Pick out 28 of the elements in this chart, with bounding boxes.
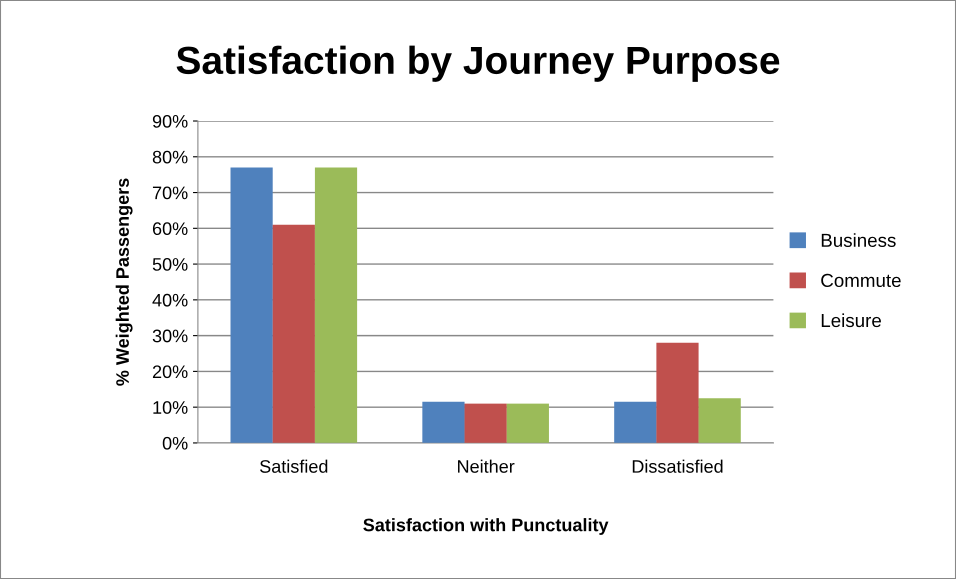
legend-label: Business	[822, 233, 896, 247]
bar	[230, 168, 273, 443]
y-tick-label: 10%	[153, 401, 188, 414]
y-tick-label: 50%	[152, 258, 188, 271]
x-tick-label: Neither	[458, 460, 514, 473]
y-tick-label: 90%	[152, 114, 188, 128]
y-tick-label: 30%	[152, 330, 188, 342]
bar	[698, 398, 741, 443]
bar	[464, 404, 507, 443]
y-tick-label: 60%	[152, 222, 188, 236]
chart-title: Satisfaction by Journey Purpose	[176, 46, 780, 82]
y-tick-label: 80%	[152, 150, 188, 164]
legend-label: Leisure	[822, 313, 881, 328]
bar	[506, 404, 549, 443]
y-tick-label: 70%	[152, 186, 188, 200]
bar	[272, 224, 315, 443]
y-tick-label: 40%	[152, 294, 188, 307]
y-tick-label: 20%	[152, 365, 188, 378]
legend-label: Commute	[821, 274, 901, 288]
x-axis-title: Satisfaction with Punctuality	[363, 518, 608, 535]
bar	[422, 402, 465, 443]
y-tick-label: 0%	[162, 436, 188, 450]
y-axis-title: % Weighted Passengers	[116, 178, 133, 386]
bar	[614, 402, 656, 443]
bar	[314, 168, 358, 443]
bar	[656, 342, 699, 443]
x-tick-label: Satisfied	[260, 460, 328, 473]
x-tick-label: Dissatisfied	[632, 460, 722, 473]
